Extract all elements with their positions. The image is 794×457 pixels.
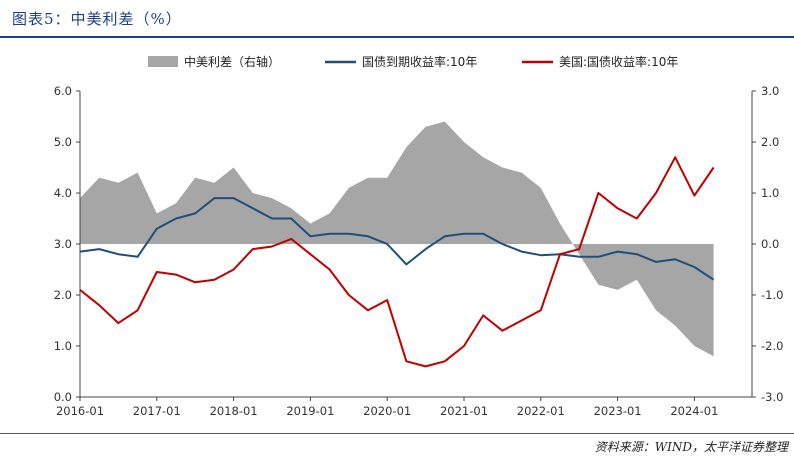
right-tick-label: 3.0 (761, 84, 779, 98)
x-tick-label: 2022-01 (517, 404, 565, 418)
x-tick-label: 2024-01 (670, 404, 718, 418)
left-tick-label: 3.0 (54, 237, 72, 251)
x-tick-label: 2019-01 (286, 404, 334, 418)
x-tick-label: 2018-01 (210, 404, 258, 418)
legend-swatch-spread (148, 56, 178, 67)
title-bar: 图表5：中美利差（%） (0, 0, 794, 38)
left-tick-label: 1.0 (54, 339, 72, 353)
figure-title: 图表5：中美利差（%） (12, 10, 182, 28)
left-tick-label: 6.0 (54, 84, 72, 98)
legend-label-spread: 中美利差（右轴） (184, 54, 280, 69)
cn-10y-line (79, 197, 715, 281)
legend-label-cn: 国债到期收益率:10年 (362, 54, 477, 69)
legend-label-us: 美国:国债收益率:10年 (559, 54, 678, 69)
x-tick-label: 2017-01 (133, 404, 181, 418)
x-tick-label: 2023-01 (594, 404, 642, 418)
left-tick-label: 2.0 (54, 288, 72, 302)
source-divider (0, 433, 794, 434)
right-tick-label: -2.0 (761, 339, 783, 353)
us-10y-line (79, 156, 715, 368)
x-tick-label: 2016-01 (56, 404, 104, 418)
right-tick-label: 1.0 (761, 186, 779, 200)
source-note: 资料来源：WIND，太平洋证券整理 (594, 440, 788, 454)
spread-area (80, 121, 714, 357)
left-tick-label: 4.0 (54, 186, 72, 200)
x-tick-label: 2021-01 (440, 404, 488, 418)
left-tick-label: 0.0 (54, 390, 72, 404)
right-tick-label: -1.0 (761, 288, 783, 302)
right-tick-label: 2.0 (761, 135, 779, 149)
x-tick-label: 2020-01 (363, 404, 411, 418)
right-tick-label: -3.0 (761, 390, 783, 404)
left-tick-label: 5.0 (54, 135, 72, 149)
right-tick-label: 0.0 (761, 237, 779, 251)
